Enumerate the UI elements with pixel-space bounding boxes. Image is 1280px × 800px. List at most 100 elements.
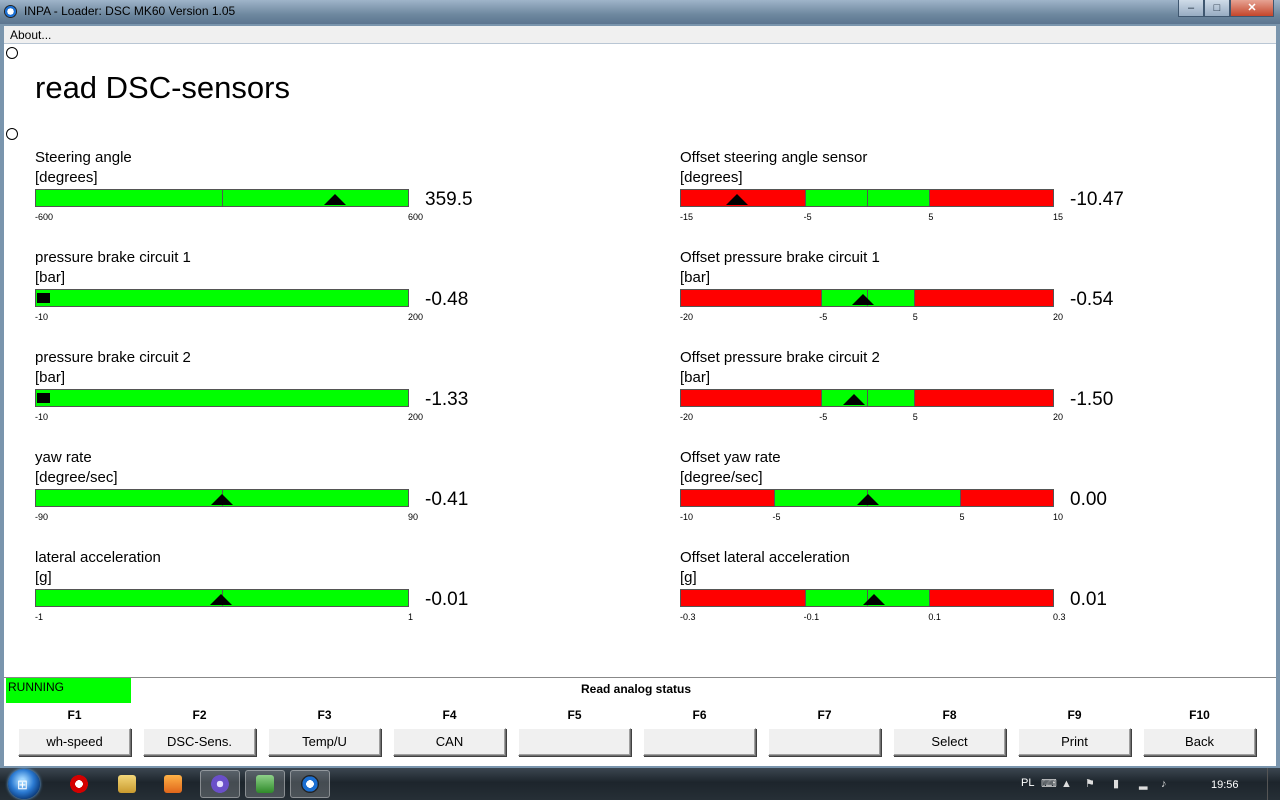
fkey-button-f5[interactable] — [518, 728, 631, 756]
gauge-bar — [680, 389, 1054, 407]
status-text: Read analog status — [580, 682, 692, 696]
taskbar-inpa[interactable] — [290, 770, 330, 798]
windows-start-button[interactable]: ⊞ — [8, 769, 40, 799]
fkey-button-f10[interactable]: Back — [1143, 728, 1256, 756]
gauge-unit: [bar] — [680, 269, 711, 286]
gauge-unit: [g] — [35, 569, 52, 586]
gauge-label: Steering angle — [35, 149, 132, 166]
fkey-label-f1: F1 — [67, 708, 82, 722]
gauge-marker — [324, 194, 347, 205]
taskbar-opera[interactable] — [62, 770, 96, 798]
fkey-button-f1[interactable]: wh-speed — [18, 728, 131, 756]
browser-icon — [211, 775, 229, 793]
gauge-zone-boundary — [913, 390, 915, 406]
close-button[interactable]: ✕ — [1230, 0, 1274, 17]
gauge-tick-label: -0.3 — [680, 612, 696, 622]
gauge-tick-label: 600 — [408, 212, 424, 222]
fkey-label-f2: F2 — [192, 708, 207, 722]
gauge-left: lateral acceleration [g] -0.01 -1 1 — [35, 549, 595, 639]
fkey-label-f4: F4 — [442, 708, 457, 722]
opera-icon — [70, 775, 88, 793]
gauge-marker — [37, 293, 50, 303]
title-bar[interactable]: INPA - Loader: DSC MK60 Version 1.05 – □… — [0, 0, 1280, 24]
language-indicator[interactable]: PL — [1021, 777, 1035, 789]
gauge-unit: [g] — [680, 569, 697, 586]
gauge-unit: [bar] — [35, 269, 66, 286]
fkey-button-f6[interactable] — [643, 728, 756, 756]
gauge-bar — [35, 189, 409, 207]
fkey-button-f4[interactable]: CAN — [393, 728, 506, 756]
gauge-right: Offset lateral acceleration [g] 0.01 -0.3 -0… — [680, 549, 1240, 639]
gauge-zone-boundary — [929, 590, 930, 606]
gauge-tick-label: -20 — [680, 312, 694, 322]
gauge-zone-boundary — [960, 490, 961, 506]
window-frame: About... read DSC-sensors Steering angle… — [0, 24, 1280, 768]
gauge-label: pressure brake circuit 1 — [35, 249, 191, 266]
indicator-circle — [6, 47, 18, 59]
menu-about[interactable]: About... — [10, 28, 52, 42]
clock[interactable]: 19:56 — [1211, 779, 1239, 791]
running-indicator: RUNNING — [6, 678, 131, 703]
gauge-unit: [bar] — [35, 369, 66, 386]
gauge-unit: [degree/sec] — [680, 469, 763, 486]
gauge-tick-label: 15 — [1053, 212, 1064, 222]
gauge-value: -0.54 — [1070, 289, 1114, 310]
gauge-center-line — [867, 190, 868, 206]
media-player-icon — [164, 775, 182, 793]
fkey-label-f6: F6 — [692, 708, 707, 722]
gauge-value: 0.00 — [1070, 489, 1107, 510]
gauge-label: Offset yaw rate — [680, 449, 781, 466]
gauge-marker — [210, 594, 233, 605]
page-title: read DSC-sensors — [35, 70, 290, 105]
gauge-tick-label: 20 — [1053, 412, 1064, 422]
gauge-zone-boundary — [774, 490, 775, 506]
fkey-button-f7[interactable] — [768, 728, 881, 756]
maximize-button[interactable]: □ — [1204, 0, 1230, 17]
keyboard-icon[interactable]: ⌨ — [1041, 778, 1057, 790]
gauge-label: pressure brake circuit 2 — [35, 349, 191, 366]
gauge-right: Offset steering angle sensor [degrees] -10… — [680, 149, 1240, 239]
gauge-tick-label: -1 — [35, 612, 44, 622]
taskbar-browser[interactable] — [200, 770, 240, 798]
gauge-bar — [680, 189, 1054, 207]
gauge-tick-label: 20 — [1053, 312, 1064, 322]
gauge-marker — [857, 494, 879, 505]
taskbar-media-player[interactable] — [156, 770, 190, 798]
excel-icon — [256, 775, 274, 793]
fkey-button-f2[interactable]: DSC-Sens. — [143, 728, 256, 756]
gauge-zone-boundary — [820, 290, 822, 306]
network-signal-icon[interactable]: ▂ — [1139, 778, 1148, 790]
gauge-left: Steering angle [degrees] 359.5 -600 600 — [35, 149, 595, 239]
gauge-label: yaw rate — [35, 449, 92, 466]
fkey-button-f8[interactable]: Select — [893, 728, 1006, 756]
gauge-unit: [degrees] — [35, 169, 98, 186]
gauge-zone-boundary — [913, 290, 915, 306]
folder-icon — [118, 775, 136, 793]
taskbar-explorer[interactable] — [110, 770, 144, 798]
fkey-label-f9: F9 — [1067, 708, 1082, 722]
taskbar-excel[interactable] — [245, 770, 285, 798]
gauge-value: 0.01 — [1070, 589, 1107, 610]
gauge-tick-label: 5 — [928, 212, 934, 222]
fkey-button-f3[interactable]: Temp/U — [268, 728, 381, 756]
gauge-zone-boundary — [929, 190, 930, 206]
gauge-label: Offset pressure brake circuit 1 — [680, 249, 880, 266]
volume-icon[interactable]: ♪ — [1161, 778, 1167, 790]
battery-icon[interactable]: ▮ — [1113, 778, 1120, 790]
gauge-center-line — [867, 390, 868, 406]
action-center-flag-icon[interactable]: ⚑ — [1085, 778, 1095, 790]
gauge-bar — [680, 489, 1054, 507]
minimize-button[interactable]: – — [1178, 0, 1204, 17]
gauge-marker — [211, 494, 234, 505]
show-desktop-button[interactable] — [1267, 768, 1280, 800]
fkey-label-f8: F8 — [942, 708, 957, 722]
menu-bar: About... — [4, 26, 1276, 44]
divider — [4, 677, 1276, 678]
gauge-tick-label: 10 — [1053, 512, 1064, 522]
show-hidden-icons[interactable]: ▲ — [1061, 778, 1072, 790]
window-title: INPA - Loader: DSC MK60 Version 1.05 — [24, 4, 236, 18]
fkey-button-f9[interactable]: Print — [1018, 728, 1131, 756]
gauge-right: Offset pressure brake circuit 2 [bar] -1.5… — [680, 349, 1240, 439]
running-label: RUNNING — [8, 680, 64, 694]
system-tray: PL ⌨ ▲ ⚑ ▮ ▂ ♪ 19:56 — [1015, 768, 1280, 800]
